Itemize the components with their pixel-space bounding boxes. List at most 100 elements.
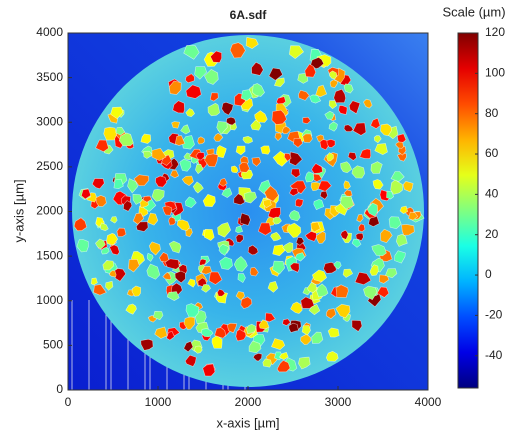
particle [243, 191, 257, 204]
particle [313, 199, 325, 211]
particle [181, 175, 194, 186]
colorbar-tick-label: 0 [485, 267, 492, 281]
colorbar-tick-label: 100 [485, 66, 505, 80]
particle [354, 271, 372, 286]
particle [402, 180, 414, 193]
particle [270, 231, 282, 242]
particle [351, 238, 362, 248]
particle [290, 301, 303, 314]
particle [151, 188, 165, 202]
particle [201, 284, 211, 293]
particle [263, 198, 272, 209]
particle [329, 70, 338, 80]
particle [185, 108, 195, 118]
particle [264, 185, 279, 202]
particle [226, 322, 238, 334]
particle [146, 212, 159, 226]
particle [295, 236, 305, 246]
particle [282, 318, 291, 326]
particle [283, 152, 292, 162]
particle [372, 179, 384, 190]
particle [310, 221, 321, 233]
particle [245, 37, 259, 49]
particle [347, 151, 357, 161]
particle [333, 261, 342, 270]
y-tick-label: 3500 [36, 70, 63, 84]
particle [268, 67, 283, 81]
particle [170, 170, 180, 179]
particle [325, 308, 337, 320]
particle [116, 227, 127, 237]
particle [176, 219, 191, 232]
particle [115, 126, 126, 136]
particle [316, 231, 326, 244]
particle [293, 137, 303, 148]
particle [73, 217, 88, 232]
y-tick-label: 0 [56, 382, 63, 396]
colorbar-tick-label: 120 [485, 25, 505, 39]
particle [370, 161, 383, 174]
particle [209, 92, 219, 102]
particle [235, 145, 246, 156]
particle [371, 244, 387, 257]
particle [288, 322, 299, 333]
particle [219, 256, 233, 270]
particle [399, 205, 409, 214]
particle [295, 198, 304, 208]
particle [359, 148, 372, 159]
particle [246, 323, 257, 334]
particle [342, 268, 354, 278]
particle [272, 260, 286, 275]
particle [90, 277, 98, 286]
particle [235, 291, 245, 301]
particle [113, 178, 124, 190]
particle [352, 122, 367, 136]
particle [289, 180, 307, 195]
particle [286, 222, 302, 238]
particle [110, 106, 124, 120]
particle [140, 133, 152, 144]
particle [369, 264, 379, 276]
particle [324, 110, 335, 120]
particle [168, 240, 182, 254]
particle [106, 232, 119, 246]
particle [408, 211, 419, 221]
particle [174, 135, 186, 146]
particle [213, 132, 224, 142]
particle [207, 102, 221, 117]
particle [289, 262, 300, 273]
x-tick-label: 2000 [235, 395, 262, 409]
particle [333, 88, 347, 104]
particle [289, 188, 299, 197]
particle [229, 42, 246, 59]
particle [316, 283, 329, 298]
particle [262, 358, 272, 368]
particle [311, 269, 327, 283]
particle [231, 165, 239, 174]
particle [202, 363, 216, 377]
particle [302, 133, 313, 143]
colorbar-tick-label: -40 [485, 348, 503, 362]
particle [180, 124, 191, 135]
particle [171, 121, 180, 129]
particle [240, 296, 253, 309]
particle [343, 83, 354, 94]
particle [93, 284, 107, 296]
particle [304, 171, 315, 183]
colorbar-tick-label: 60 [485, 146, 499, 160]
particle [237, 273, 246, 284]
particle [153, 310, 164, 321]
particle [100, 222, 109, 232]
particle [184, 196, 197, 209]
particle [179, 158, 192, 172]
particle [109, 244, 120, 256]
particle [290, 168, 301, 179]
particle [335, 284, 349, 298]
particle [304, 63, 317, 78]
particle [194, 66, 208, 80]
particle [142, 195, 152, 203]
particle [401, 224, 415, 236]
particle [298, 89, 310, 101]
particle [395, 141, 404, 149]
